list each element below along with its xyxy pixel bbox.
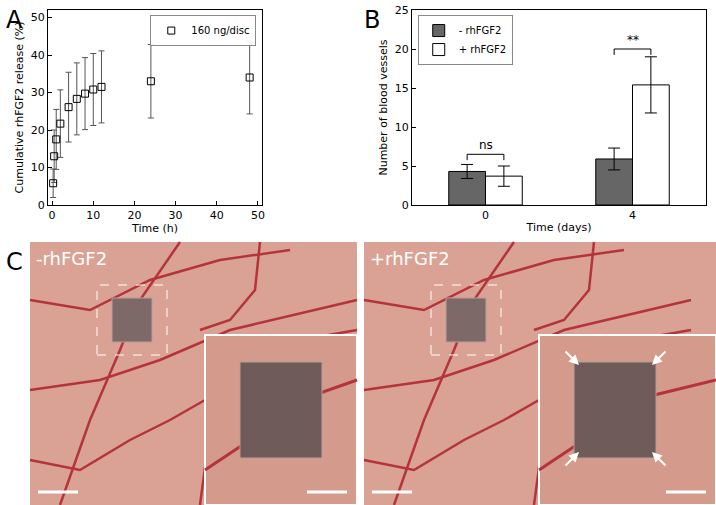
- svg-text:10: 10: [395, 121, 409, 134]
- svg-text:30: 30: [31, 86, 45, 99]
- svg-text:20: 20: [127, 209, 141, 222]
- svg-text:0: 0: [402, 199, 409, 212]
- svg-text:10: 10: [86, 209, 100, 222]
- svg-text:+ rhFGF2: + rhFGF2: [459, 44, 506, 55]
- svg-text:15: 15: [395, 82, 409, 95]
- svg-text:4: 4: [629, 209, 636, 222]
- svg-text:10: 10: [31, 161, 45, 174]
- svg-text:20: 20: [31, 124, 45, 137]
- svg-text:0: 0: [49, 209, 56, 222]
- svg-text:**: **: [627, 33, 639, 47]
- svg-text:20: 20: [395, 43, 409, 56]
- svg-text:25: 25: [395, 4, 409, 17]
- svg-text:0: 0: [38, 199, 45, 212]
- svg-text:+rhFGF2: +rhFGF2: [370, 248, 450, 269]
- svg-text:30: 30: [169, 209, 183, 222]
- svg-text:A: A: [6, 6, 23, 34]
- svg-text:50: 50: [251, 209, 265, 222]
- svg-text:ns: ns: [479, 138, 493, 152]
- svg-text:- rhFGF2: - rhFGF2: [459, 25, 502, 36]
- svg-text:50: 50: [31, 11, 45, 24]
- svg-text:40: 40: [210, 209, 224, 222]
- svg-text:C: C: [6, 248, 23, 276]
- svg-text:-rhFGF2: -rhFGF2: [36, 248, 107, 269]
- svg-text:B: B: [364, 6, 380, 34]
- svg-text:40: 40: [31, 49, 45, 62]
- svg-text:Cumulative rhFGF2 release (%): Cumulative rhFGF2 release (%): [13, 22, 26, 194]
- svg-text:Time (h): Time (h): [131, 222, 178, 235]
- svg-text:5: 5: [402, 160, 409, 173]
- svg-text:Number of blood vessels: Number of blood vessels: [377, 39, 390, 175]
- svg-text:Time (days): Time (days): [526, 221, 592, 234]
- svg-text:160 ng/disc: 160 ng/disc: [191, 25, 249, 36]
- svg-text:0: 0: [482, 209, 489, 222]
